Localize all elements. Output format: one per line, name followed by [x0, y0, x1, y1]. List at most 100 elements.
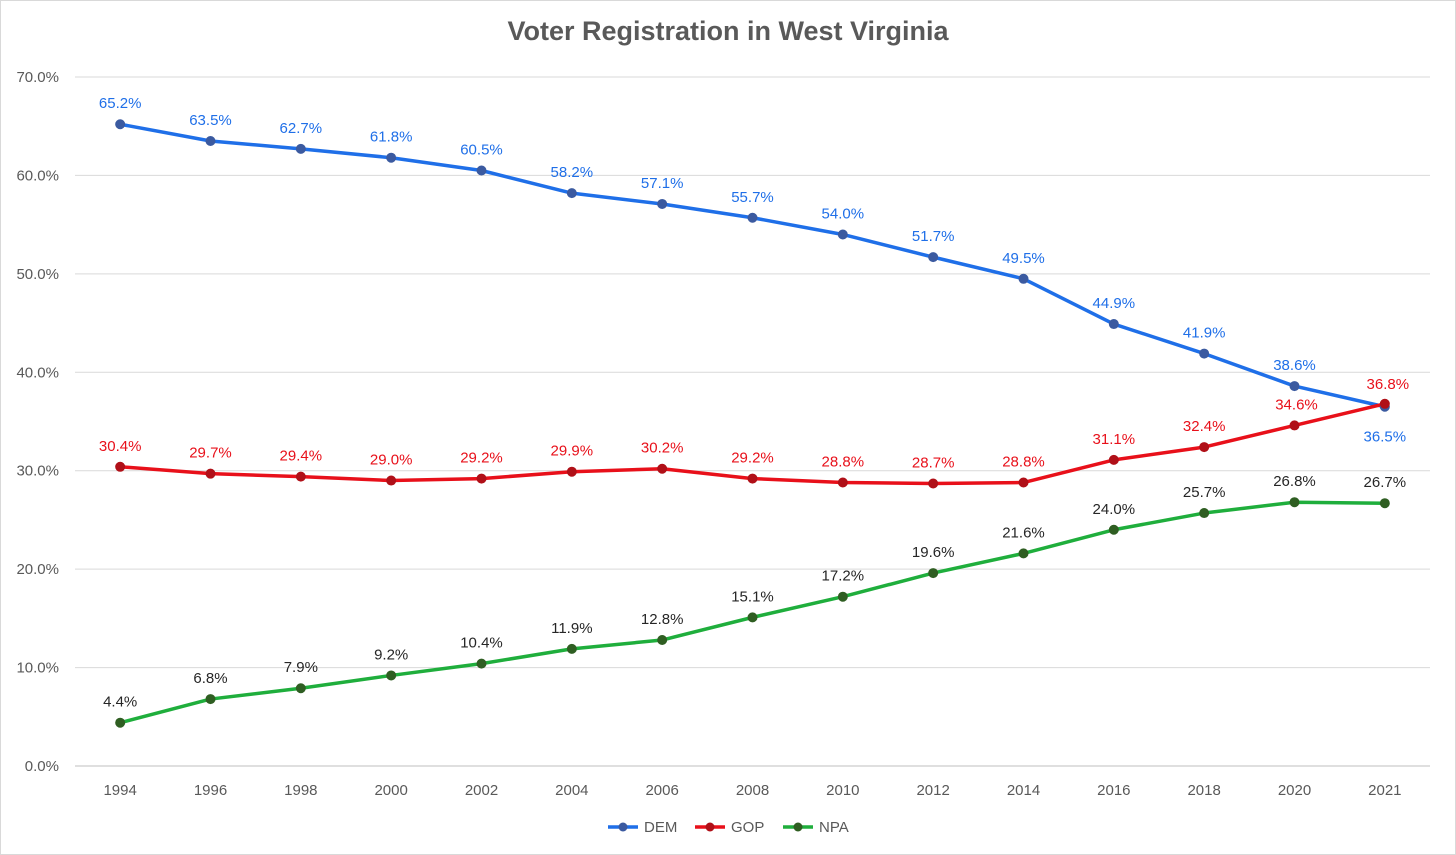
data-label-dem: 36.5% [1364, 429, 1407, 446]
data-point-gop [1108, 454, 1119, 465]
data-point-npa [657, 635, 668, 646]
data-label-dem: 62.7% [280, 120, 323, 137]
legend-swatch-marker-dem [618, 822, 628, 832]
x-tick-label: 2000 [374, 782, 407, 799]
data-point-dem [1108, 319, 1119, 330]
data-label-gop: 29.0% [370, 452, 413, 469]
data-point-gop [837, 477, 848, 488]
data-point-dem [1199, 348, 1210, 359]
data-point-dem [1289, 381, 1300, 392]
data-label-dem: 41.9% [1183, 325, 1226, 342]
legend-label-dem: DEM [644, 819, 677, 836]
data-point-gop [1289, 420, 1300, 431]
data-label-dem: 44.9% [1093, 295, 1136, 312]
x-tick-label: 2010 [826, 782, 859, 799]
data-label-dem: 61.8% [370, 129, 413, 146]
y-tick-label: 0.0% [25, 758, 59, 775]
data-point-dem [657, 198, 668, 209]
data-label-npa: 26.8% [1273, 473, 1316, 490]
chart-title: Voter Registration in West Virginia [507, 16, 949, 46]
data-point-npa [1199, 508, 1210, 519]
data-label-npa: 17.2% [822, 568, 865, 585]
data-label-gop: 28.8% [1002, 454, 1045, 471]
data-label-npa: 11.9% [551, 620, 592, 637]
x-tick-label: 2020 [1278, 782, 1311, 799]
data-point-gop [657, 463, 668, 474]
x-tick-label: 1994 [103, 782, 136, 799]
data-label-dem: 55.7% [731, 189, 774, 206]
data-point-dem [1018, 273, 1029, 284]
x-tick-label: 2002 [465, 782, 498, 799]
data-label-gop: 28.8% [822, 454, 865, 471]
data-label-dem: 63.5% [189, 112, 232, 129]
data-point-npa [1018, 548, 1029, 559]
data-label-gop: 32.4% [1183, 418, 1226, 435]
data-point-gop [295, 471, 306, 482]
data-label-npa: 19.6% [912, 544, 955, 561]
y-tick-label: 10.0% [16, 660, 59, 677]
x-tick-label: 2008 [736, 782, 769, 799]
data-point-dem [747, 212, 758, 223]
x-tick-label: 2016 [1097, 782, 1130, 799]
legend-label-npa: NPA [819, 819, 849, 836]
x-tick-label: 1998 [284, 782, 317, 799]
data-point-npa [205, 694, 216, 705]
data-label-npa: 21.6% [1002, 524, 1045, 541]
data-point-gop [205, 468, 216, 479]
data-label-gop: 31.1% [1093, 431, 1136, 448]
data-label-dem: 60.5% [460, 142, 503, 159]
data-label-dem: 49.5% [1002, 250, 1045, 267]
x-tick-label: 2004 [555, 782, 588, 799]
data-label-npa: 10.4% [460, 635, 503, 652]
data-label-dem: 38.6% [1273, 357, 1316, 374]
data-point-npa [566, 643, 577, 654]
data-label-dem: 57.1% [641, 175, 684, 192]
y-tick-label: 20.0% [16, 561, 59, 578]
data-point-npa [1289, 497, 1300, 508]
data-point-dem [837, 229, 848, 240]
data-point-gop [476, 473, 487, 484]
legend-swatch-marker-gop [705, 822, 715, 832]
data-point-gop [1379, 398, 1390, 409]
data-point-dem [295, 143, 306, 154]
data-point-dem [386, 152, 397, 163]
data-point-npa [1379, 498, 1390, 509]
data-label-npa: 25.7% [1183, 484, 1226, 501]
data-point-npa [295, 683, 306, 694]
data-label-gop: 29.2% [460, 450, 503, 467]
data-label-npa: 4.4% [103, 694, 137, 711]
data-point-gop [1018, 477, 1029, 488]
data-label-gop: 34.6% [1275, 396, 1318, 413]
x-tick-label: 2021 [1368, 782, 1401, 799]
data-point-npa [928, 568, 939, 579]
data-point-npa [1108, 524, 1119, 535]
data-label-npa: 15.1% [731, 588, 774, 605]
data-label-dem: 58.2% [551, 164, 594, 181]
y-tick-label: 30.0% [16, 463, 59, 480]
data-label-gop: 29.9% [551, 443, 594, 460]
data-point-gop [386, 475, 397, 486]
data-point-npa [115, 717, 126, 728]
data-point-gop [747, 473, 758, 484]
y-tick-label: 70.0% [16, 69, 59, 86]
data-label-dem: 51.7% [912, 228, 955, 245]
data-label-npa: 12.8% [641, 611, 684, 628]
data-point-npa [837, 591, 848, 602]
data-label-npa: 24.0% [1093, 501, 1136, 518]
data-point-npa [476, 658, 487, 669]
data-label-npa: 6.8% [193, 670, 227, 687]
legend-swatch-marker-npa [793, 822, 803, 832]
data-point-dem [566, 188, 577, 199]
data-label-gop: 30.2% [641, 440, 684, 457]
x-tick-label: 2012 [916, 782, 949, 799]
data-point-dem [928, 252, 939, 263]
series-line-dem [118, 122, 1387, 409]
data-label-npa: 9.2% [374, 646, 408, 663]
data-label-dem: 54.0% [822, 205, 865, 222]
data-label-gop: 36.8% [1367, 376, 1410, 393]
legend-label-gop: GOP [731, 819, 764, 836]
x-tick-label: 2006 [645, 782, 678, 799]
data-label-gop: 29.4% [280, 448, 323, 465]
y-tick-label: 40.0% [16, 364, 59, 381]
